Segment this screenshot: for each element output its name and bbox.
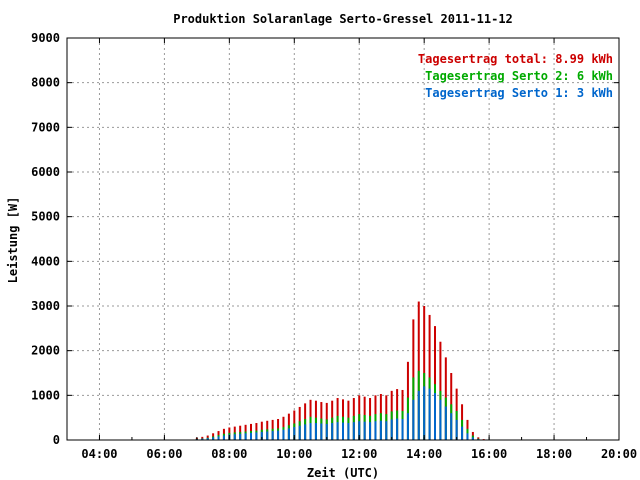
bar-serto-1: [417, 390, 420, 440]
bar-total: [201, 436, 204, 440]
chart-title: Produktion Solaranlage Serto-Gressel 201…: [173, 12, 513, 26]
plot-frame: [66, 37, 620, 441]
y-tick-label: 5000: [31, 210, 60, 224]
bar-serto-1: [461, 426, 464, 440]
bar-serto-1: [239, 433, 242, 440]
y-tick-label: 4000: [31, 254, 60, 268]
bar-serto-1: [331, 423, 334, 440]
x-tick-label: 04:00: [81, 447, 117, 461]
x-tick-label: 18:00: [536, 447, 572, 461]
bar-serto-1: [298, 425, 301, 440]
bar-serto-1: [250, 432, 252, 440]
bar-serto-1: [466, 433, 469, 440]
x-axis-label: Zeit (UTC): [307, 466, 379, 480]
bar-serto-1: [444, 406, 447, 440]
bar-serto-1: [212, 437, 215, 440]
y-tick-label: 8000: [31, 76, 60, 90]
bar-serto-1: [423, 386, 426, 440]
y-tick-label: 9000: [31, 31, 60, 45]
bar-serto-1: [336, 422, 339, 440]
x-tick-label: 16:00: [471, 447, 507, 461]
y-tick-label: 6000: [31, 165, 60, 179]
bar-serto-1: [369, 422, 372, 440]
bar-serto-1: [320, 423, 323, 440]
y-tick-label: 7000: [31, 120, 60, 134]
legend-entry: Tagesertrag total: 8.99 kWh: [418, 52, 613, 66]
bar-serto-1: [266, 431, 269, 440]
legend-entry: Tagesertrag Serto 1: 3 kWh: [425, 86, 613, 100]
y-axis-label: Leistung [W]: [6, 197, 20, 284]
x-tick-label: 20:00: [601, 447, 637, 461]
bar-total: [434, 326, 436, 440]
bar-serto-1: [309, 423, 312, 440]
bar-serto-1: [434, 393, 436, 440]
bar-serto-1: [342, 422, 344, 440]
x-tick-label: 12:00: [341, 447, 377, 461]
bar-serto-1: [358, 421, 361, 440]
bar-serto-1: [412, 399, 415, 440]
bar-serto-1: [233, 434, 236, 440]
bar-serto-1: [304, 424, 307, 440]
y-tick-label: 0: [53, 433, 60, 447]
bar-serto-1: [471, 437, 474, 440]
bar-serto-1: [401, 419, 404, 440]
bars: [195, 301, 485, 440]
legend: Tagesertrag total: 8.99 kWh Tagesertrag S…: [418, 52, 613, 100]
bar-serto-1: [455, 419, 458, 440]
bar-serto-1: [352, 422, 355, 440]
axes: 0 1000 2000 3000 4000 5000 6000 7000 8000 9000 04:…: [31, 31, 637, 461]
bar-serto-1: [347, 423, 350, 440]
bar-serto-1: [271, 431, 274, 440]
bar-serto-1: [314, 423, 317, 440]
bar-serto-1: [325, 423, 328, 440]
bar-serto-1: [428, 388, 431, 440]
y-tick-label: 1000: [31, 388, 60, 402]
x-tick-label: 08:00: [211, 447, 247, 461]
bar-serto-1: [379, 420, 382, 440]
bar-serto-1: [385, 421, 388, 440]
bar-serto-1: [217, 436, 220, 440]
bar-serto-1: [287, 428, 290, 440]
bar-serto-1: [201, 438, 204, 440]
bar-serto-1: [206, 438, 209, 440]
bar-serto-1: [222, 435, 225, 440]
x-tick-label: 06:00: [146, 447, 182, 461]
bar-serto-1: [255, 432, 258, 440]
bar-serto-1: [244, 433, 247, 440]
legend-entry: Tagesertrag Serto 2: 6 kWh: [425, 69, 613, 83]
y-tick-label: 3000: [31, 299, 60, 313]
x-tick-label: 14:00: [406, 447, 442, 461]
bar-serto-1: [277, 430, 280, 440]
bar-serto-1: [439, 399, 442, 440]
bar-serto-1: [450, 413, 453, 440]
bar-serto-1: [282, 429, 285, 440]
bar-serto-1: [374, 421, 377, 440]
bar-serto-1: [396, 418, 399, 440]
bar-serto-1: [260, 431, 263, 440]
bar-serto-1: [390, 419, 393, 440]
x-tick-label: 10:00: [276, 447, 312, 461]
y-tick-label: 2000: [31, 344, 60, 358]
bar-serto-1: [406, 413, 409, 440]
bar-serto-1: [363, 421, 366, 440]
bar-serto-1: [293, 427, 296, 440]
